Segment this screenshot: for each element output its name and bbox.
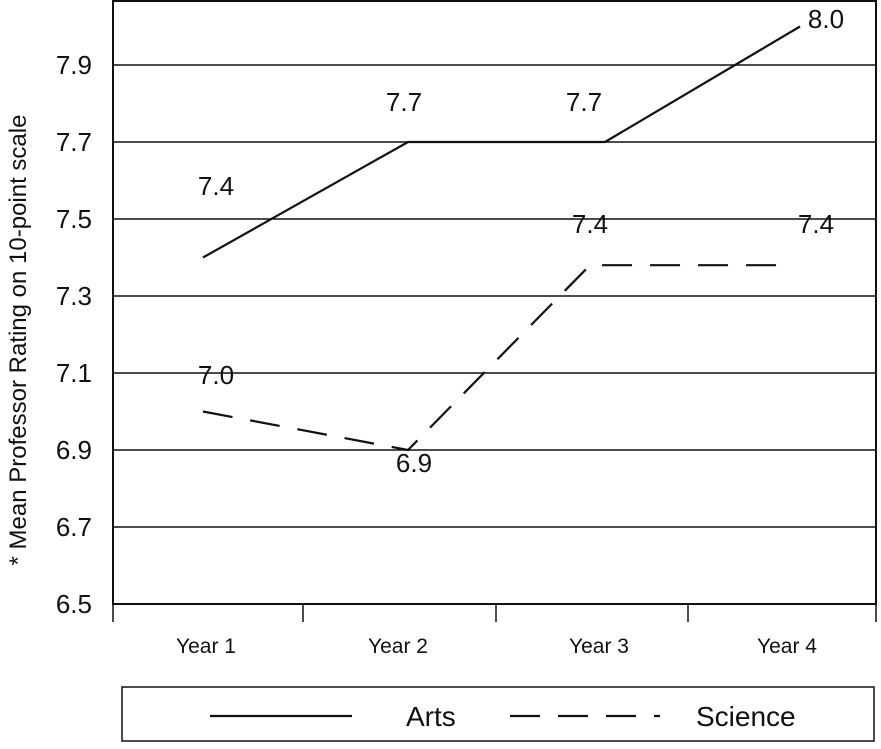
- series-lines: [202, 25, 801, 452]
- legend-label-arts: Arts: [406, 701, 456, 732]
- legend-box: [121, 686, 875, 742]
- y-tick-label: 6.9: [56, 435, 92, 465]
- legend-label-science: Science: [696, 701, 796, 732]
- data-label-science: 7.0: [198, 360, 234, 390]
- legend: Arts Science: [121, 686, 875, 742]
- series-line-science: [202, 264, 790, 452]
- y-tick-label: 7.5: [56, 204, 92, 234]
- y-tick-label: 7.9: [56, 50, 92, 80]
- data-label-arts: 7.7: [566, 87, 602, 117]
- plot-frame: [112, 0, 877, 605]
- data-label-arts: 7.4: [198, 171, 234, 201]
- data-label-science: 7.4: [572, 209, 608, 239]
- x-category-label: Year 2: [368, 635, 428, 658]
- y-tick-label: 7.7: [56, 127, 92, 157]
- data-label-arts: 8.0: [808, 4, 844, 34]
- data-label-science: 6.9: [396, 448, 432, 478]
- grid-lines: [113, 64, 876, 528]
- y-tick-label: 7.3: [56, 281, 92, 311]
- y-tick-label: 6.7: [56, 512, 92, 542]
- series-line-arts: [202, 25, 801, 259]
- data-labels: 7.4 7.7 7.7 8.0 7.0 6.9 7.4 7.4: [198, 4, 844, 478]
- x-category-label: Year 4: [757, 635, 817, 658]
- y-axis-tick-labels: 6.5 6.7 6.9 7.1 7.3 7.5 7.7 7.9: [56, 50, 92, 619]
- y-tick-label: 6.5: [56, 589, 92, 619]
- x-category-label: Year 3: [569, 635, 629, 658]
- data-label-arts: 7.7: [386, 87, 422, 117]
- y-axis-title: * Mean Professor Rating on 10-point scal…: [5, 115, 32, 566]
- y-tick-label: 7.1: [56, 358, 92, 388]
- x-axis: Year 1 Year 2 Year 3 Year 4: [112, 604, 877, 658]
- x-category-label: Year 1: [176, 635, 236, 658]
- data-label-science: 7.4: [798, 209, 834, 239]
